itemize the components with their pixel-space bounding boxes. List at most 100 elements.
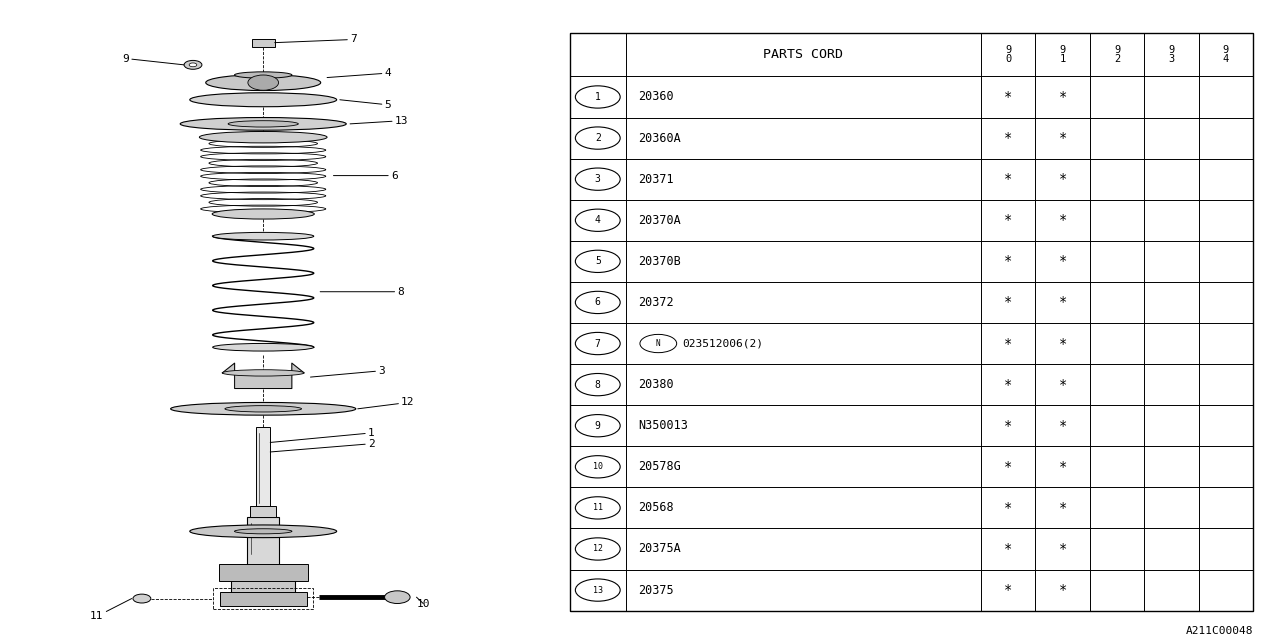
Text: *: * (1004, 542, 1012, 556)
Text: *: * (1004, 213, 1012, 227)
Ellipse shape (234, 72, 292, 78)
Text: 4: 4 (595, 215, 600, 225)
Circle shape (640, 334, 677, 353)
Ellipse shape (189, 93, 337, 107)
Polygon shape (223, 363, 305, 388)
Text: *: * (1059, 419, 1068, 433)
Text: *: * (1059, 542, 1068, 556)
Text: 023512006(2): 023512006(2) (682, 339, 763, 349)
Circle shape (575, 538, 621, 560)
Text: *: * (1004, 90, 1012, 104)
Text: 20360: 20360 (639, 90, 673, 104)
Circle shape (575, 332, 621, 355)
Text: 20380: 20380 (639, 378, 673, 391)
Ellipse shape (189, 525, 337, 538)
Text: 20360A: 20360A (639, 132, 681, 145)
Text: A211C00048: A211C00048 (1185, 627, 1253, 637)
Text: *: * (1004, 419, 1012, 433)
Text: 9
2: 9 2 (1114, 45, 1120, 65)
Ellipse shape (225, 406, 302, 412)
Circle shape (133, 594, 151, 603)
Text: 6: 6 (595, 298, 600, 307)
Text: 20371: 20371 (639, 173, 673, 186)
Bar (247, 516, 279, 566)
Text: *: * (1004, 378, 1012, 392)
Text: 5: 5 (595, 257, 600, 266)
Text: *: * (1004, 501, 1012, 515)
Text: 20372: 20372 (639, 296, 673, 309)
Text: 13: 13 (349, 116, 408, 125)
Text: 12: 12 (593, 545, 603, 554)
Ellipse shape (206, 75, 321, 90)
Ellipse shape (228, 121, 298, 127)
Text: 4: 4 (328, 68, 392, 78)
Text: N: N (655, 339, 660, 348)
Bar (220, 591, 307, 605)
Text: 5: 5 (340, 100, 392, 110)
Text: 6: 6 (334, 171, 398, 180)
Text: *: * (1059, 296, 1068, 309)
Text: *: * (1059, 583, 1068, 597)
Text: 12: 12 (357, 397, 415, 409)
Text: 1: 1 (270, 428, 375, 442)
Text: *: * (1059, 90, 1068, 104)
Text: *: * (1004, 296, 1012, 309)
Text: 13: 13 (593, 586, 603, 595)
Ellipse shape (200, 131, 328, 143)
Text: *: * (1059, 213, 1068, 227)
Text: 2: 2 (595, 133, 600, 143)
Text: 9
3: 9 3 (1169, 45, 1175, 65)
Circle shape (575, 86, 621, 108)
Bar (214, 588, 314, 609)
Text: *: * (1059, 337, 1068, 351)
Text: *: * (1004, 337, 1012, 351)
Circle shape (248, 75, 279, 90)
Text: *: * (1004, 583, 1012, 597)
Bar (251, 506, 276, 516)
Text: 9: 9 (123, 54, 184, 65)
Text: *: * (1059, 172, 1068, 186)
Ellipse shape (212, 344, 314, 351)
Text: 20370B: 20370B (639, 255, 681, 268)
Text: 9
0: 9 0 (1005, 45, 1011, 65)
Circle shape (575, 209, 621, 232)
Ellipse shape (223, 370, 305, 376)
Text: 9
1: 9 1 (1060, 45, 1066, 65)
Text: 7: 7 (595, 339, 600, 349)
Circle shape (575, 456, 621, 478)
Ellipse shape (170, 403, 356, 415)
Text: 10: 10 (416, 597, 430, 609)
Text: 20375A: 20375A (639, 543, 681, 556)
Text: 11: 11 (593, 504, 603, 513)
Ellipse shape (234, 529, 292, 534)
Circle shape (189, 63, 197, 67)
Circle shape (575, 374, 621, 396)
Text: *: * (1059, 501, 1068, 515)
Text: *: * (1004, 172, 1012, 186)
Text: 9
4: 9 4 (1222, 45, 1229, 65)
Text: 11: 11 (90, 598, 132, 621)
Text: 8: 8 (595, 380, 600, 390)
Ellipse shape (212, 209, 315, 219)
Text: *: * (1059, 378, 1068, 392)
Circle shape (575, 250, 621, 273)
Ellipse shape (212, 232, 314, 240)
Circle shape (575, 497, 621, 519)
Text: 20568: 20568 (639, 501, 673, 515)
Text: 10: 10 (593, 462, 603, 471)
Text: 8: 8 (320, 287, 404, 297)
Text: 3: 3 (595, 174, 600, 184)
Circle shape (575, 168, 621, 190)
Text: *: * (1004, 460, 1012, 474)
Ellipse shape (180, 118, 346, 130)
Bar (256, 427, 270, 509)
Text: 1: 1 (595, 92, 600, 102)
Text: 20578G: 20578G (639, 460, 681, 474)
Bar (219, 564, 308, 581)
Bar (570, 33, 1253, 611)
Text: 20370A: 20370A (639, 214, 681, 227)
Text: 7: 7 (275, 35, 357, 44)
Text: 3: 3 (311, 365, 385, 377)
Text: 9: 9 (595, 420, 600, 431)
Circle shape (575, 127, 621, 149)
